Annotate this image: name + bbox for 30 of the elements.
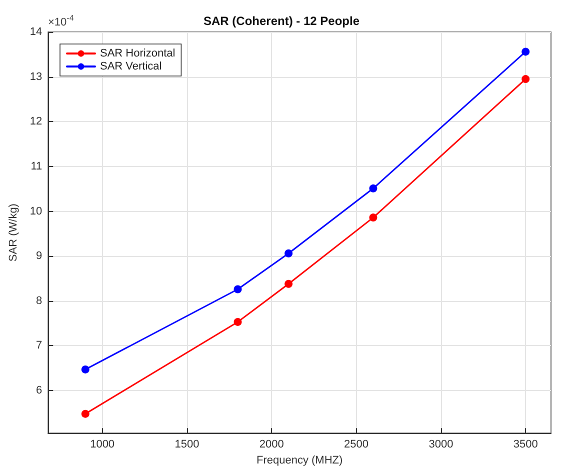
- y-tick-label: 11: [30, 160, 42, 172]
- point: [81, 410, 90, 418]
- point: [369, 214, 378, 222]
- point: [81, 365, 90, 374]
- point: [234, 285, 242, 294]
- point: [234, 318, 242, 326]
- y-tick-label: 14: [30, 26, 42, 38]
- y-tick-label: 7: [36, 340, 42, 352]
- point: [369, 184, 378, 192]
- chart-title: SAR (Coherent) - 12 People: [203, 14, 360, 28]
- point: [284, 280, 293, 288]
- x-tick-label: 3500: [513, 438, 538, 451]
- point: [284, 249, 293, 258]
- legend-label: SAR Horizontal: [100, 48, 176, 60]
- y-tick-label: 12: [30, 116, 42, 128]
- y-tick-label: 9: [36, 250, 42, 262]
- y-axis-title: SAR (W/kg): [8, 204, 20, 262]
- y-tick-label: 8: [36, 294, 42, 307]
- y-tick-label: 13: [30, 70, 42, 83]
- x-tick-label: 3000: [428, 438, 454, 451]
- x-tick-label: 2500: [344, 438, 369, 451]
- x-tick-label: 1500: [174, 438, 200, 451]
- y-tick-label: 6: [36, 384, 42, 397]
- x-tick-label: 1000: [90, 438, 115, 451]
- x-axis-title: Frequency (MHZ): [256, 454, 343, 466]
- legend-label: SAR Vertical: [100, 60, 162, 72]
- x-tick-label: 2000: [259, 438, 284, 451]
- point: [522, 75, 530, 84]
- y-tick-label: 10: [30, 205, 42, 218]
- point: [522, 48, 530, 56]
